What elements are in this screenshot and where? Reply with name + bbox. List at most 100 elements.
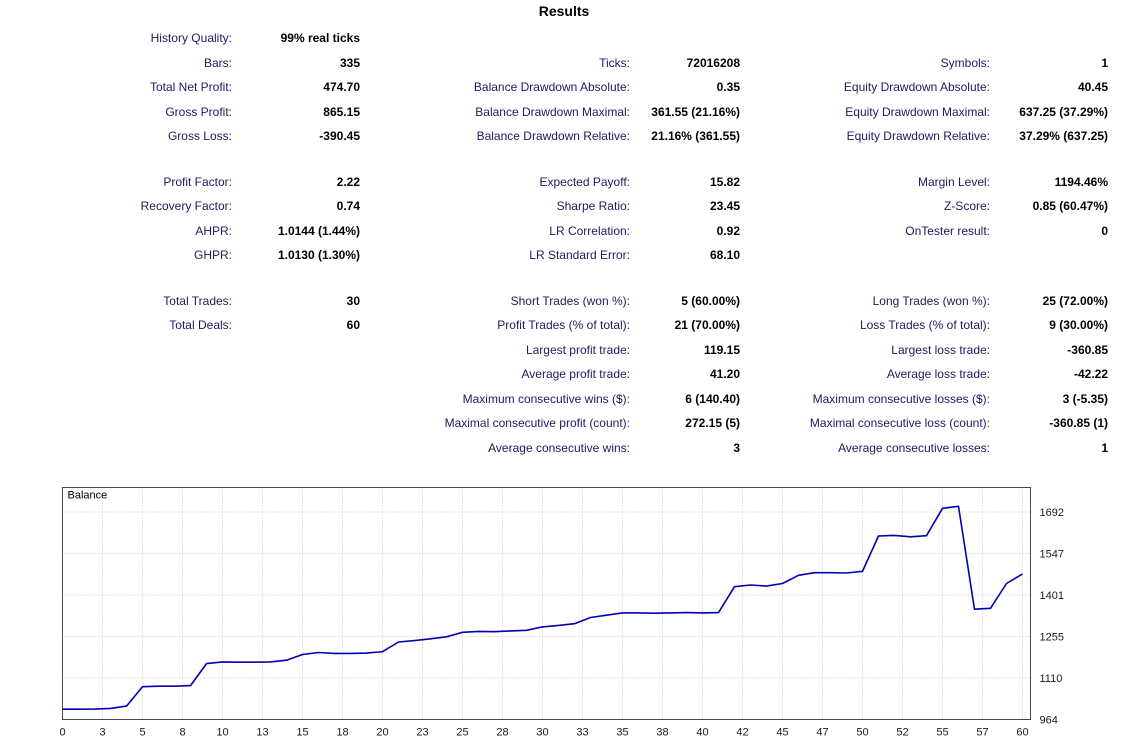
stat-label: Average loss trade:	[886, 367, 990, 382]
stat-label: Gross Loss:	[167, 129, 232, 144]
stat-value: 9 (30.00%)	[1049, 318, 1108, 333]
report-row: Largest profit trade: 119.15 Largest loss …	[60, 338, 1108, 363]
x-axis-tick-label: 50	[856, 727, 868, 739]
x-axis-tick-label: 8	[179, 727, 185, 739]
report-row: Maximal consecutive profit (count): 272.1…	[60, 411, 1108, 436]
x-axis-tick-label: 13	[256, 727, 268, 739]
x-axis-tick-label: 0	[60, 727, 66, 739]
stat-value: -390.45	[319, 129, 360, 144]
page-title: Results	[538, 3, 590, 19]
stat-label: Ticks:	[599, 55, 630, 70]
stat-value: -360.85	[1067, 342, 1108, 357]
x-axis-tick-label: 33	[576, 727, 588, 739]
stat-value: 272.15 (5)	[685, 416, 740, 431]
stat-value: 119.15	[703, 342, 740, 357]
stat-label: Maximum consecutive losses ($):	[812, 391, 990, 406]
stat-value: -42.22	[1073, 367, 1108, 382]
report-row: Total Trades: 30 Short Trades (won %): 5 (6…	[60, 289, 1108, 314]
stat-value: 865.15	[323, 104, 360, 119]
y-axis-tick-label: 1401	[1040, 590, 1064, 602]
report-row: Maximum consecutive wins ($): 6 (140.40) M…	[60, 387, 1108, 412]
stat-label: Balance Drawdown Maximal:	[475, 104, 630, 119]
y-axis-tick-label: 1547	[1040, 548, 1064, 560]
stat-label: Expected Payoff:	[539, 174, 630, 189]
stat-label: Profit Factor:	[163, 174, 232, 189]
stat-value: 335	[339, 55, 360, 70]
stat-label: Balance Drawdown Relative:	[476, 129, 630, 144]
stat-label: Maximum consecutive wins ($):	[462, 391, 630, 406]
stat-value: 30	[346, 293, 360, 308]
y-axis-tick-label: 1110	[1040, 673, 1063, 685]
stat-value: 99% real ticks	[280, 31, 360, 46]
x-axis-tick-label: 5	[139, 727, 145, 739]
stat-value: 0.35	[716, 80, 740, 95]
stat-value: 23.45	[709, 199, 740, 214]
x-axis-tick-label: 57	[976, 727, 988, 739]
x-axis-tick-label: 15	[296, 727, 308, 739]
stat-value: 21.16% (361.55)	[651, 129, 740, 144]
y-axis-tick-label: 1692	[1040, 507, 1064, 519]
stat-label: OnTester result:	[905, 223, 990, 238]
stat-label: Total Deals:	[169, 318, 232, 333]
report-row: Recovery Factor: 0.74 Sharpe Ratio: 23.45 Z-…	[60, 194, 1108, 219]
x-axis-tick-label: 3	[99, 727, 105, 739]
stat-label: Equity Drawdown Absolute:	[843, 80, 990, 95]
stat-value: 0.85 (60.47%)	[1032, 199, 1108, 214]
report-row: Bars: 335 Ticks: 72016208 Symbols: 1	[60, 51, 1108, 76]
stat-label: Average consecutive wins:	[488, 440, 630, 455]
stat-label: Equity Drawdown Relative:	[846, 129, 990, 144]
report-row: Total Deals: 60 Profit Trades (% of total)…	[60, 313, 1108, 338]
x-axis-tick-label: 40	[696, 727, 708, 739]
stat-value: 5 (60.00%)	[681, 293, 740, 308]
stat-label: GHPR:	[193, 248, 232, 263]
stat-label: Sharpe Ratio:	[556, 199, 630, 214]
balance-chart[interactable]: 0 3 5 8 10 13 15 18 20 23 25 28 30 33 35 38 40 42 45 47 50 52…	[60, 486, 1128, 750]
results-stats-table: History Quality: 99% real ticks Bars: 335 Ti…	[60, 26, 1108, 460]
stat-label: Bars:	[203, 55, 232, 70]
report-row: Average profit trade: 41.20 Average loss t…	[60, 362, 1108, 387]
x-axis-tick-label: 23	[416, 727, 428, 739]
x-axis-tick-label: 55	[936, 727, 948, 739]
x-axis-tick-label: 42	[736, 727, 748, 739]
report-row: GHPR: 1.0130 (1.30%) LR Standard Error: 68.…	[60, 243, 1108, 268]
stat-label: Profit Trades (% of total):	[497, 318, 630, 333]
stat-label: LR Correlation:	[549, 223, 630, 238]
section-spacer	[60, 149, 1108, 170]
stat-value: 1.0130 (1.30%)	[277, 248, 360, 263]
report-row: Profit Factor: 2.22 Expected Payoff: 15.82 M…	[60, 170, 1108, 195]
stat-label: Equity Drawdown Maximal:	[845, 104, 990, 119]
stat-value: 2.22	[336, 174, 360, 189]
stat-value: 1194.46%	[1054, 174, 1108, 189]
chart-legend-balance-label: Balance	[68, 490, 108, 502]
stat-value: 37.29% (637.25)	[1019, 129, 1108, 144]
section-spacer	[60, 268, 1108, 289]
stat-value: 25 (72.00%)	[1042, 293, 1108, 308]
stat-label: Long Trades (won %):	[872, 293, 990, 308]
x-axis-tick-label: 47	[816, 727, 828, 739]
stat-label: Recovery Factor:	[140, 199, 232, 214]
stat-value: 1.0144 (1.44%)	[277, 223, 360, 238]
balance-series-line	[62, 505, 1023, 710]
stat-label: Z-Score:	[943, 199, 990, 214]
stat-value: 41.20	[709, 367, 740, 382]
stat-label: Largest profit trade:	[525, 342, 630, 357]
report-row: History Quality: 99% real ticks	[60, 26, 1108, 51]
stat-value: 0.74	[336, 199, 360, 214]
stat-label: AHPR:	[195, 223, 232, 238]
stat-value: 0	[1101, 223, 1108, 238]
x-axis-tick-label: 20	[376, 727, 388, 739]
x-axis-tick-label: 18	[336, 727, 348, 739]
plot-border	[62, 487, 1031, 720]
x-axis-tick-label: 30	[536, 727, 548, 739]
stat-label: Maximal consecutive profit (count):	[444, 416, 630, 431]
stat-label: Total Net Profit:	[149, 80, 232, 95]
stat-value: 1	[1101, 440, 1108, 455]
stat-value: 474.70	[323, 80, 360, 95]
stat-label: Largest loss trade:	[891, 342, 990, 357]
x-axis-tick-label: 25	[456, 727, 468, 739]
stat-value: 637.25 (37.29%)	[1019, 104, 1108, 119]
x-axis-tick-label: 52	[896, 727, 908, 739]
report-row: AHPR: 1.0144 (1.44%) LR Correlation: 0.92 On…	[60, 219, 1108, 244]
stat-value: 361.55 (21.16%)	[651, 104, 740, 119]
